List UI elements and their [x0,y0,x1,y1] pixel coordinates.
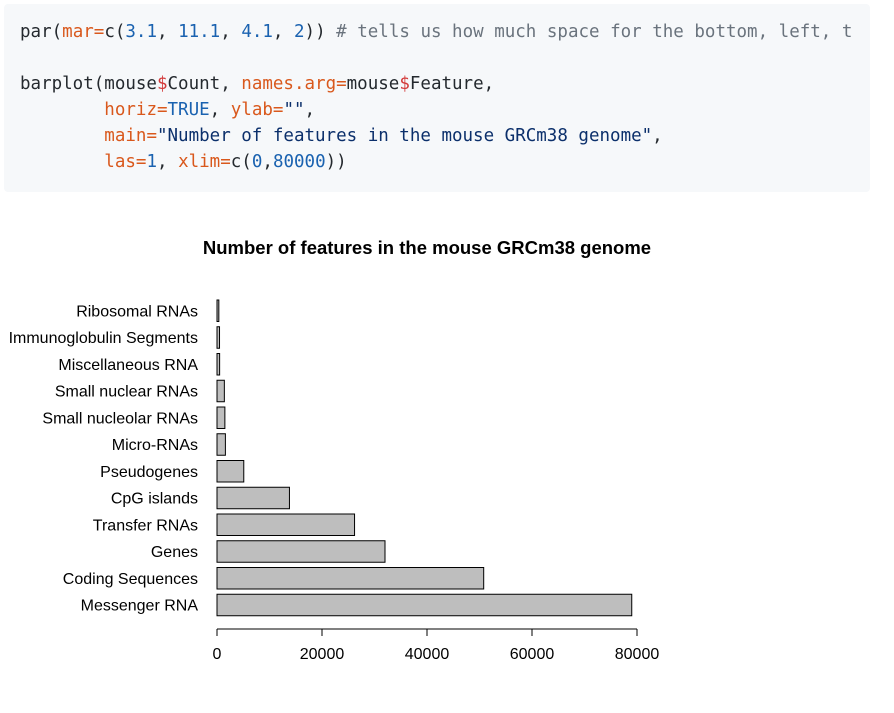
code-token: "" [283,100,305,120]
bar-chart: Number of features in the mouse GRCm38 g… [0,192,894,708]
category-label: Pseudogenes [100,464,198,481]
code-line: barplot(mouse$Count, names.arg=mouse$Fea… [20,74,494,94]
code-token: mar= [62,22,105,42]
bar [216,593,633,617]
category-label: Small nuclear RNAs [55,384,198,401]
category-label: Small nucleolar RNAs [42,410,198,427]
category-label: Immunoglobulin Segments [9,330,198,347]
x-tick-label: 20000 [300,646,345,663]
code-token: 11.1 [178,22,221,42]
category-labels: Messenger RNA Coding Sequences Genes Transf… [9,303,199,614]
code-token: names.arg= [241,74,347,94]
code-token: barplot(mouse [20,74,157,94]
code-token [20,126,104,146]
bar [216,540,386,563]
code-token: c( [230,152,252,172]
bar [216,406,226,429]
x-tick-label: 40000 [405,646,450,663]
category-label: Genes [151,544,198,561]
code-token: las= [104,152,147,172]
x-tick-label: 80000 [615,646,660,663]
bar [216,486,290,510]
code-token: )) [304,22,337,42]
bar [216,379,225,403]
x-axis: 0 20000 40000 60000 80000 [213,628,660,663]
bar [216,299,220,322]
code-token: $ [156,74,168,94]
code-token: Feature, [409,74,495,94]
x-tick-label: 60000 [510,646,555,663]
code-token: ylab= [230,100,284,120]
code-token: , [220,22,242,42]
code-line: par(mar=c(3.1, 11.1, 4.1, 2)) # tells us… [20,22,852,42]
category-label: Micro-RNAs [112,437,198,454]
code-token: mouse [346,74,400,94]
code-token: , [272,22,294,42]
code-token: c( [104,22,126,42]
code-token: main= [104,126,157,146]
code-token: TRUE [167,100,210,120]
code-line: horiz=TRUE, ylab="", [20,100,315,120]
code-token: )) [325,152,347,172]
code-token: 3.1 [125,22,157,42]
bar [216,513,356,536]
code-token: xlim= [178,152,231,172]
category-label: Coding Sequences [63,571,198,588]
category-label: Messenger RNA [81,598,199,615]
code-token: "Number of features in the mouse GRCm38 … [156,126,653,146]
bar [216,567,485,590]
category-label: Miscellaneous RNA [58,357,198,374]
code-token [20,152,104,172]
code-token: horiz= [104,100,168,120]
code-token: , [304,100,316,120]
bar [216,326,221,349]
code-token: , [262,152,273,172]
bar [216,460,245,483]
code-line: main="Number of features in the mouse GR… [20,126,663,146]
code-text: par(mar=c(3.1, 11.1, 4.1, 2)) # tells us… [4,4,870,175]
chart-svg: Number of features in the mouse GRCm38 g… [9,237,660,663]
code-token: 4.1 [241,22,273,42]
code-token: , [652,126,663,146]
category-label: CpG islands [111,491,198,508]
chart-title: Number of features in the mouse GRCm38 g… [203,237,651,258]
category-label: Transfer RNAs [93,517,198,534]
code-token: , [209,100,231,120]
category-label: Ribosomal RNAs [76,303,198,320]
code-token: , [157,152,179,172]
bar [216,433,226,456]
code-token: 1 [146,152,157,172]
bars-group [216,299,633,617]
code-token: 80000 [272,152,326,172]
code-block: par(mar=c(3.1, 11.1, 4.1, 2)) # tells us… [4,4,870,192]
x-tick-label: 0 [213,646,222,663]
code-token: Count, [167,74,242,94]
bar [216,353,221,376]
code-line: las=1, xlim=c(0,80000)) [20,152,347,172]
code-token: 0 [251,152,263,172]
code-token: $ [399,74,410,94]
code-token: , [157,22,179,42]
code-token: # tells us how much space for the bottom… [336,22,853,42]
code-token [20,100,104,120]
code-token: 2 [294,22,305,42]
code-token: par( [20,22,63,42]
